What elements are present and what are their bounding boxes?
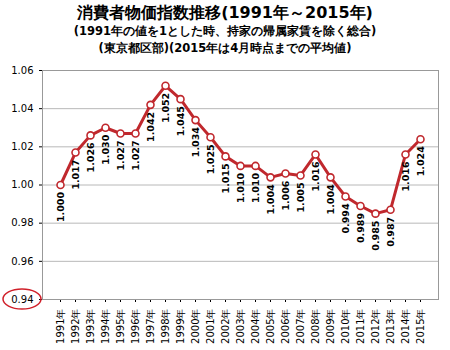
html-text:(1991年の値を1とした時、持家の帰属家賃を除く総合): (1991年の値を1とした時、持家の帰属家賃を除く総合) [73, 24, 377, 38]
svg-text:1.004: 1.004 [325, 184, 336, 214]
svg-text:1.030: 1.030 [100, 134, 111, 164]
svg-text:2010年: 2010年 [340, 309, 351, 344]
svg-text:0.985: 0.985 [370, 221, 381, 251]
svg-text:1991年: 1991年 [55, 309, 66, 344]
svg-text:1.010: 1.010 [250, 173, 261, 203]
svg-text:2009年: 2009年 [325, 309, 336, 344]
svg-text:0.98: 0.98 [11, 217, 33, 228]
svg-text:1996年: 1996年 [130, 309, 141, 344]
svg-text:2014年: 2014年 [400, 309, 411, 344]
svg-text:1998年: 1998年 [160, 309, 171, 344]
svg-text:1997年: 1997年 [145, 309, 156, 344]
svg-text:1.006: 1.006 [280, 180, 291, 210]
svg-text:1.027: 1.027 [130, 140, 141, 170]
svg-text:2001年: 2001年 [205, 309, 216, 344]
svg-text:2011年: 2011年 [355, 309, 366, 344]
svg-text:1994年: 1994年 [100, 309, 111, 344]
svg-text:1.025: 1.025 [205, 144, 216, 174]
svg-text:1992年: 1992年 [70, 309, 81, 344]
svg-text:0.987: 0.987 [385, 217, 396, 247]
svg-text:1.06: 1.06 [11, 65, 33, 76]
svg-text:1.052: 1.052 [160, 93, 171, 123]
svg-text:1995年: 1995年 [115, 309, 126, 344]
svg-text:1.005: 1.005 [295, 182, 306, 212]
svg-text:1.015: 1.015 [220, 163, 231, 193]
svg-text:2007年: 2007年 [295, 309, 306, 344]
svg-text:1.024: 1.024 [415, 146, 426, 176]
svg-text:1.000: 1.000 [55, 192, 66, 222]
svg-text:1.016: 1.016 [310, 161, 321, 191]
svg-text:1.010: 1.010 [235, 173, 246, 203]
svg-text:0.989: 0.989 [355, 213, 366, 243]
svg-text:0.994: 0.994 [340, 203, 351, 233]
svg-text:1.004: 1.004 [265, 184, 276, 214]
svg-text:2005年: 2005年 [265, 309, 276, 344]
svg-text:1.034: 1.034 [190, 127, 201, 157]
svg-text:2012年: 2012年 [370, 309, 381, 344]
svg-text:2013年: 2013年 [385, 309, 396, 344]
svg-text:0.94: 0.94 [11, 294, 33, 305]
svg-text:1.045: 1.045 [175, 106, 186, 136]
svg-text:1993年: 1993年 [85, 309, 96, 344]
svg-text:0.96: 0.96 [11, 256, 33, 267]
svg-text:2000年: 2000年 [190, 309, 201, 344]
svg-text:1.00: 1.00 [11, 179, 33, 190]
html-text:(東京都区部)(2015年は4月時点までの平均値): (東京都区部)(2015年は4月時点までの平均値) [98, 41, 352, 55]
svg-text:1.027: 1.027 [115, 140, 126, 170]
svg-text:1.026: 1.026 [85, 142, 96, 172]
svg-text:2015年: 2015年 [415, 309, 426, 344]
svg-text:2002年: 2002年 [220, 309, 231, 344]
svg-text:1.017: 1.017 [70, 160, 81, 190]
svg-text:2003年: 2003年 [235, 309, 246, 344]
svg-text:2008年: 2008年 [310, 309, 321, 344]
svg-text:1.04: 1.04 [11, 103, 33, 114]
svg-text:1999年: 1999年 [175, 309, 186, 344]
svg-text:1.02: 1.02 [11, 141, 33, 152]
html-text:消費者物価指数推移(1991年～2015年): 消費者物価指数推移(1991年～2015年) [77, 3, 373, 22]
svg-text:1.042: 1.042 [145, 112, 156, 142]
svg-text:2006年: 2006年 [280, 309, 291, 344]
svg-text:2004年: 2004年 [250, 309, 261, 344]
svg-text:1.016: 1.016 [400, 161, 411, 191]
